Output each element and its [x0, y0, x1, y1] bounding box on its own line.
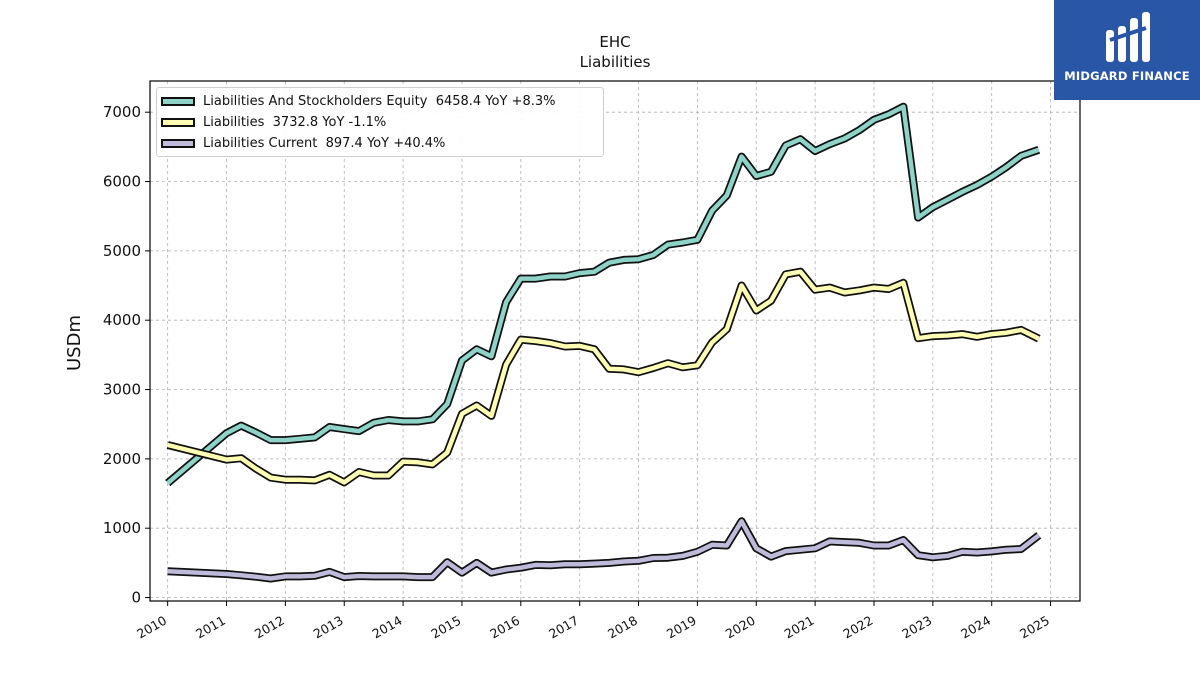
- y-tick-label: 0: [131, 589, 141, 607]
- plot-frame: [149, 80, 1081, 602]
- x-tick-label: 2018: [605, 613, 640, 642]
- x-tick-label: 2013: [311, 613, 346, 642]
- legend-label-liabilities: Liabilities 3732.8 YoY -1.1%: [203, 114, 387, 130]
- x-tick-label: 2016: [487, 613, 522, 642]
- y-tick-label: 4000: [103, 311, 141, 329]
- legend-item-equity: Liabilities And Stockholders Equity 6458…: [161, 93, 555, 109]
- gridlines: [150, 81, 1080, 601]
- legend-swatch-equity: [161, 96, 195, 106]
- legend-item-current: Liabilities Current 897.4 YoY +40.4%: [161, 135, 445, 151]
- chart-title: EHC: [599, 33, 630, 51]
- x-tick-label: 2014: [370, 613, 405, 642]
- y-axis-label: USDm: [64, 315, 85, 371]
- legend: Liabilities And Stockholders Equity 6458…: [156, 87, 604, 157]
- x-tick-label: 2023: [899, 613, 934, 642]
- x-tick-label: 2012: [252, 613, 287, 642]
- chart-subtitle: Liabilities: [580, 53, 651, 71]
- y-tick-label: 6000: [103, 173, 141, 191]
- x-tick-label: 2017: [546, 613, 581, 642]
- x-tick-label: 2022: [840, 613, 875, 642]
- legend-item-liabilities: Liabilities 3732.8 YoY -1.1%: [161, 114, 386, 130]
- legend-label-equity: Liabilities And Stockholders Equity 6458…: [203, 93, 556, 109]
- y-tick-label: 1000: [103, 519, 141, 537]
- x-tick-label: 2015: [428, 613, 463, 642]
- legend-label-current: Liabilities Current 897.4 YoY +40.4%: [203, 135, 446, 151]
- x-tick-label: 2011: [193, 613, 228, 642]
- x-tick-label: 2020: [723, 613, 758, 642]
- x-tick-label: 2010: [134, 613, 169, 642]
- brand-logo: MIDGARD FINANCE: [1054, 0, 1200, 100]
- legend-swatch-liabilities: [161, 117, 195, 127]
- legend-swatch-current: [161, 138, 195, 148]
- x-tick-label: 2021: [782, 613, 817, 642]
- x-tick-label: 2025: [1017, 613, 1052, 642]
- logo-text: MIDGARD FINANCE: [1064, 69, 1190, 83]
- y-tick-label: 3000: [103, 381, 141, 399]
- series-line-0: [166, 104, 1040, 485]
- series-outline-2: [167, 517, 1042, 583]
- y-tick-label: 5000: [103, 242, 141, 260]
- x-tick-label: 2019: [664, 613, 699, 642]
- y-tick-label: 7000: [103, 103, 141, 121]
- x-tick-label: 2024: [958, 613, 993, 642]
- y-tick-label: 2000: [103, 450, 141, 468]
- series-line-1: [167, 269, 1040, 485]
- series-lines: [165, 102, 1042, 583]
- logo-mark-icon: [1106, 12, 1150, 62]
- series-line-2: [167, 519, 1041, 581]
